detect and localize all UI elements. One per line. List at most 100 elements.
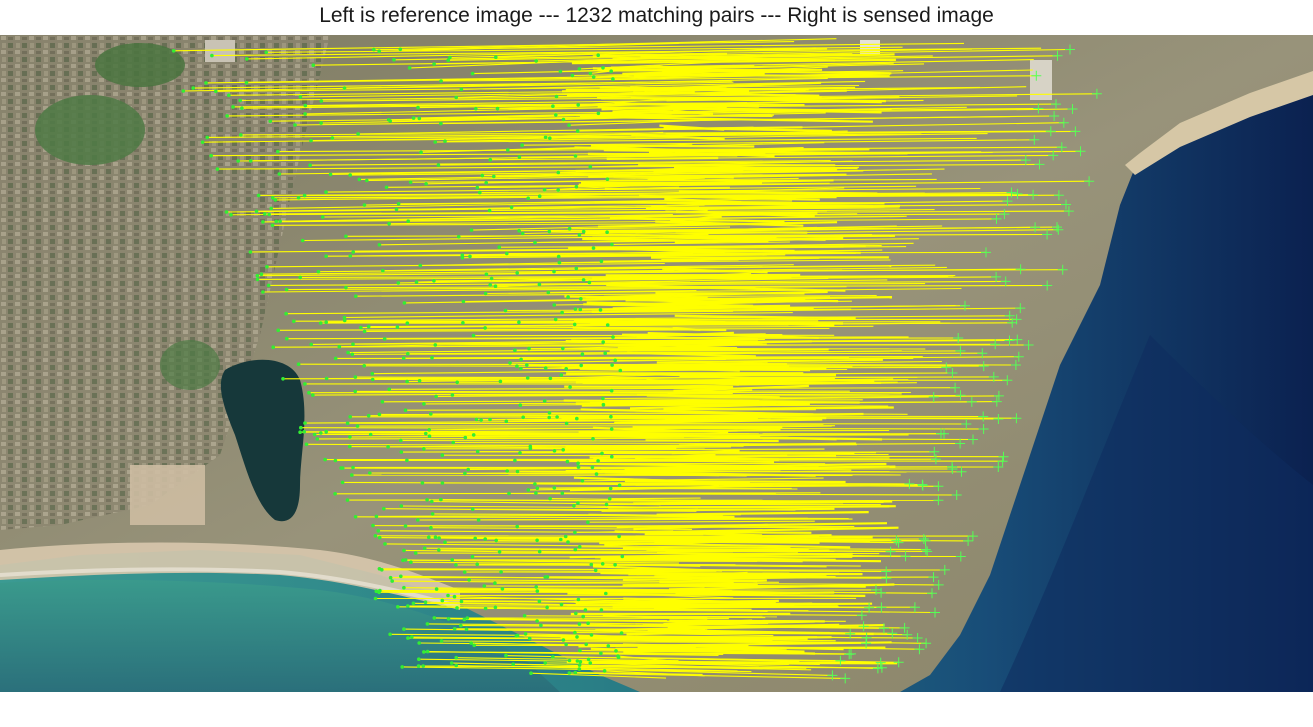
ref-point-dot (302, 430, 307, 434)
ref-point-dot (515, 271, 519, 275)
ref-point-dot (500, 587, 505, 591)
ref-point-dot (214, 89, 218, 94)
sensed-plus-marker (1053, 224, 1064, 235)
ref-point-dot (601, 340, 605, 344)
ref-point-dot (554, 113, 558, 117)
ref-point-dot (499, 570, 503, 574)
sensed-plus-marker (917, 479, 928, 490)
match-line (654, 602, 813, 610)
ref-point-dot (567, 658, 572, 663)
sensed-plus-marker (1012, 334, 1023, 345)
ref-point-dot (589, 633, 594, 637)
ref-point-dot (333, 356, 338, 361)
ref-point-dot (303, 421, 307, 425)
match-line (350, 170, 815, 176)
ref-point-dot (419, 150, 423, 155)
match-line (583, 303, 814, 311)
ref-point-dot (599, 608, 604, 612)
match-line (592, 234, 896, 239)
ref-point-dot (324, 190, 328, 194)
match-line (678, 190, 878, 195)
ref-point-dot (577, 545, 582, 549)
sensed-plus-marker (933, 579, 944, 590)
match-line (565, 467, 796, 473)
ref-point-dot (427, 535, 431, 539)
ref-point-dot (171, 49, 176, 53)
match-line (630, 589, 801, 594)
ref-point-dot (316, 269, 321, 274)
match-line (579, 367, 811, 372)
sensed-plus-marker (861, 632, 872, 643)
ref-point-dot (464, 627, 469, 632)
ref-point-dot (414, 280, 419, 284)
ref-point-dot (471, 433, 476, 437)
ref-point-dot (402, 627, 406, 631)
ref-point-dot (303, 103, 308, 108)
ref-point-dot (547, 415, 551, 420)
ref-point-dot (454, 95, 459, 100)
ref-point-dot (591, 437, 595, 441)
sensed-plus-marker (928, 392, 939, 402)
ref-point-dot (353, 375, 358, 379)
ref-point-dot (525, 376, 530, 380)
match-line (571, 58, 896, 65)
ref-point-dot (439, 497, 443, 502)
ref-point-dot (424, 431, 428, 436)
ref-point-dot (311, 393, 315, 397)
ref-point-dot (362, 329, 367, 334)
ref-point-dot (573, 154, 578, 158)
ref-point-dot (606, 644, 611, 648)
match-line (226, 206, 700, 213)
ref-point-dot (401, 558, 405, 563)
sensed-plus-marker (856, 610, 867, 621)
ref-point-dot (450, 393, 455, 397)
ref-point-dot (276, 328, 281, 333)
match-line (667, 623, 840, 629)
ref-point-dot (604, 591, 608, 596)
match-line (344, 315, 1010, 321)
ref-point-dot (523, 632, 528, 636)
ref-point-dot (425, 622, 430, 626)
match-line (586, 301, 754, 307)
ref-point-dot (511, 662, 515, 666)
ref-point-dot (610, 454, 614, 459)
ref-point-dot (542, 188, 547, 192)
ref-point-dot (574, 611, 578, 616)
ref-point-dot (368, 471, 372, 475)
match-line (495, 47, 816, 58)
ref-point-dot (580, 479, 585, 483)
ref-point-dot (357, 177, 362, 182)
match-line (403, 587, 691, 591)
sensed-plus-marker (927, 588, 937, 599)
match-figure (0, 35, 1313, 692)
ref-point-dot (254, 209, 259, 214)
ref-point-dot (487, 208, 492, 213)
ref-point-dot (248, 250, 253, 254)
ref-point-dot (505, 469, 510, 473)
ref-point-dot (383, 542, 387, 546)
match-line (567, 592, 866, 597)
match-line (456, 657, 679, 662)
ref-point-dot (255, 277, 260, 282)
ref-point-dot (269, 206, 274, 211)
match-line (664, 197, 742, 204)
match-line (240, 130, 1051, 136)
match-line (604, 540, 734, 546)
ref-point-dot (573, 307, 578, 311)
ref-point-dot (548, 496, 552, 501)
ref-point-dot (476, 518, 481, 522)
ref-point-dot (554, 94, 559, 99)
match-line (393, 48, 1071, 61)
ref-point-dot (590, 465, 595, 470)
sensed-plus-marker (1029, 134, 1040, 145)
match-line (609, 497, 701, 500)
match-line (597, 106, 827, 112)
sensed-plus-marker (950, 382, 961, 393)
sensed-plus-marker (991, 271, 1002, 282)
ref-point-dot (399, 438, 403, 443)
match-line (627, 351, 756, 358)
match-line (364, 198, 797, 206)
ref-point-dot (346, 350, 350, 355)
ref-point-dot (480, 173, 485, 178)
match-line (347, 422, 824, 425)
